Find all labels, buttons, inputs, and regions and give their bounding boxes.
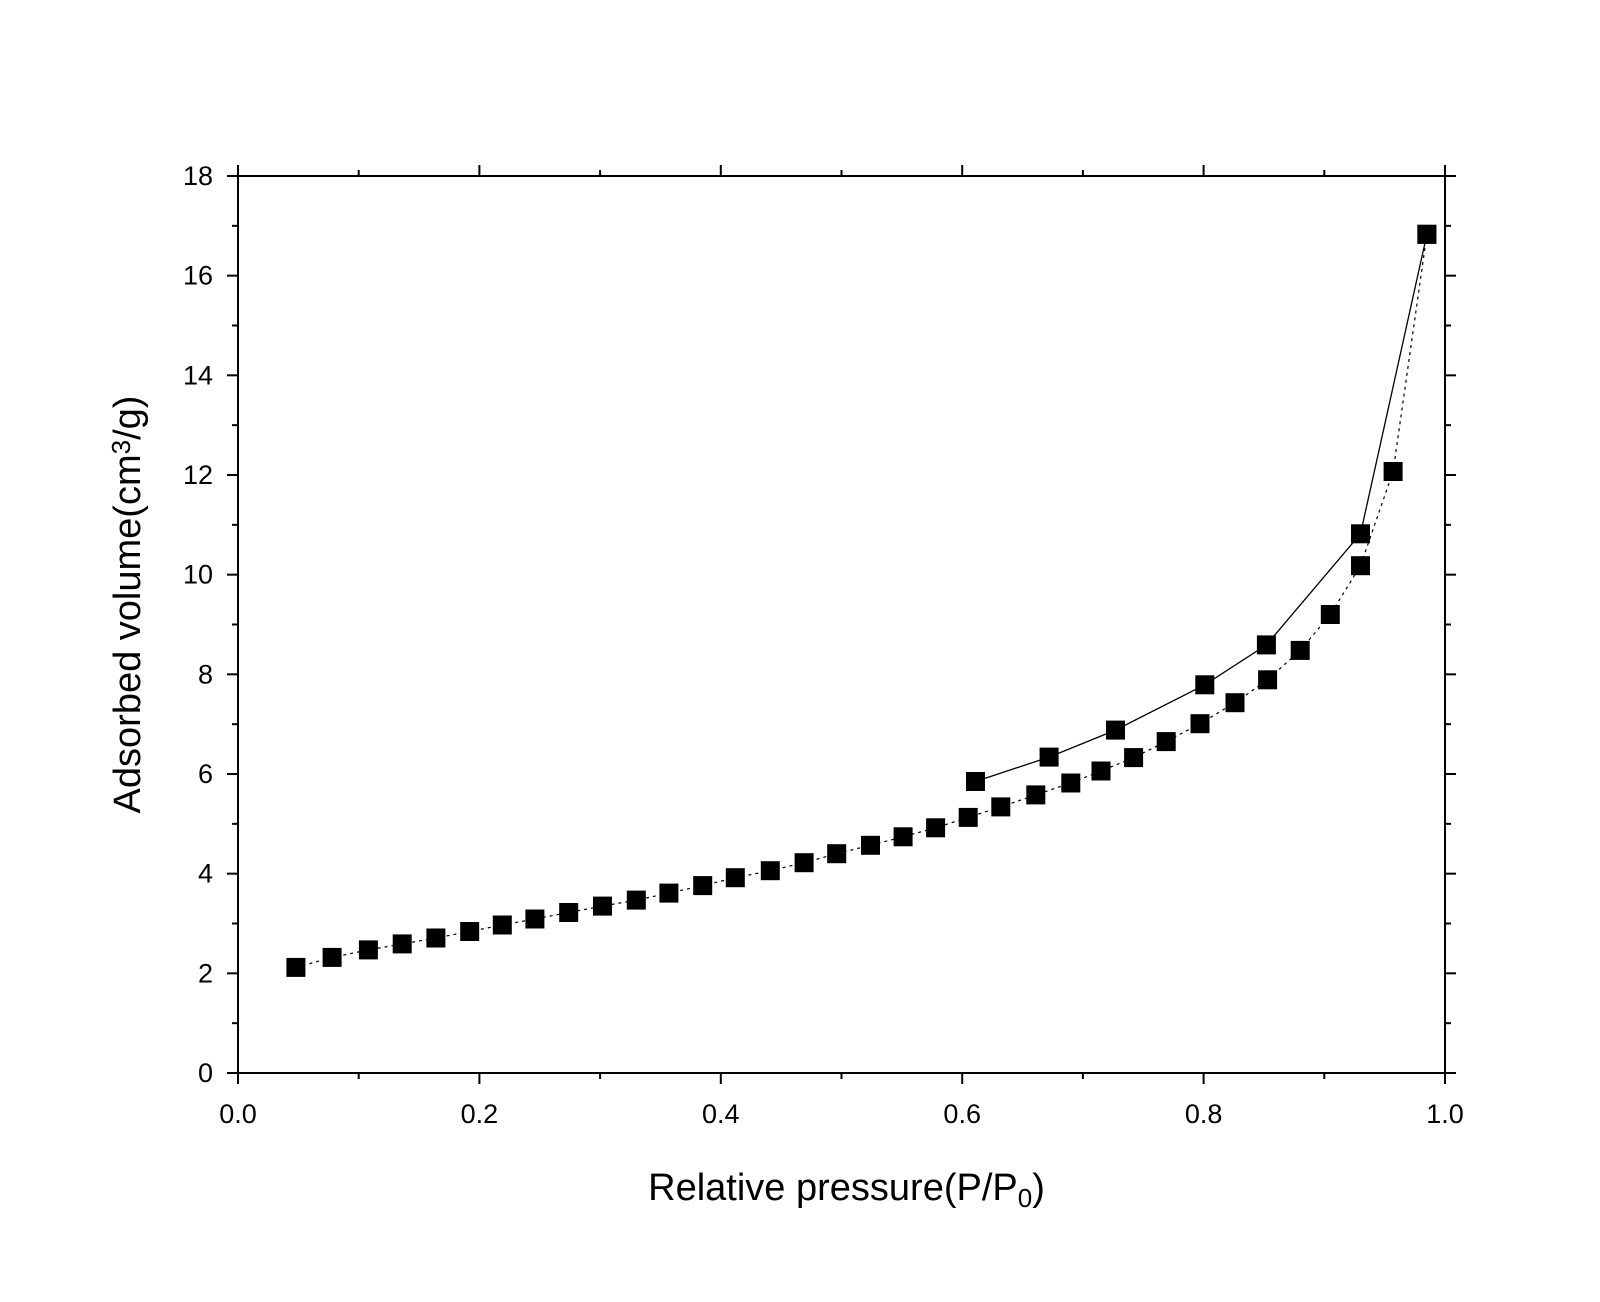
x-tick-label: 0.4: [702, 1099, 740, 1129]
y-tick-label: 2: [198, 958, 213, 988]
x-tick-label: 0.8: [1185, 1099, 1223, 1129]
series-0-point: [1351, 556, 1370, 576]
plot-frame: [237, 175, 1446, 1074]
series-0-point: [392, 934, 412, 954]
x-tick-label: 0.2: [461, 1099, 499, 1129]
series-0-line: [295, 234, 1428, 968]
series-0-point: [693, 876, 713, 896]
series-0-point: [1190, 714, 1210, 734]
series-0-point: [426, 928, 446, 948]
series-1-point: [1417, 224, 1437, 244]
y-tick-label: 4: [198, 859, 213, 889]
series-0-point: [861, 835, 880, 855]
series-0-point: [760, 861, 780, 881]
series-0-point: [1290, 640, 1310, 660]
series-0-point: [794, 853, 814, 873]
x-axis-title-main: Relative pressure(P/P: [648, 1167, 1018, 1209]
series-0-point: [286, 957, 306, 977]
series-0-point: [525, 909, 545, 929]
series-0-point: [492, 915, 512, 935]
y-axis-title-main: Adsorbed volume(cm: [107, 454, 149, 813]
series-1-point: [1256, 635, 1276, 655]
series-0-point: [460, 922, 480, 941]
series-0-point: [626, 890, 646, 910]
series-markers: [286, 224, 1437, 977]
y-tick-label: 0: [198, 1058, 213, 1088]
series-0-point: [559, 903, 579, 922]
x-axis-title: Relative pressure(P/P0): [648, 1167, 1045, 1213]
series-0-point: [1026, 785, 1046, 805]
y-tick-label: 10: [183, 560, 213, 590]
y-axis-title-superscript: 3: [106, 440, 136, 454]
x-tick-label: 0.0: [219, 1099, 257, 1129]
series-1-point: [1195, 675, 1215, 695]
series-0-point: [1124, 748, 1144, 768]
series-0-point: [358, 940, 378, 960]
y-tick-label: 18: [183, 161, 213, 191]
series-0-point: [893, 827, 913, 847]
series-0-point: [1091, 761, 1111, 781]
series-lines: [295, 234, 1428, 968]
series-1-point: [1351, 524, 1370, 544]
tick-labels: 0.0 0.2 0.4 0.6 0.8 1.0 0 2 4 6 8 10 12 14 16 18: [183, 161, 1464, 1129]
series-0-point: [725, 868, 745, 888]
y-tick-label: 8: [198, 659, 213, 689]
series-0-point: [1258, 670, 1278, 690]
series-1-point: [1039, 747, 1059, 767]
series-0-point: [827, 844, 847, 864]
series-0-point: [1320, 605, 1340, 624]
y-tick-label: 12: [183, 460, 213, 490]
series-1-line: [975, 234, 1428, 783]
series-0-point: [1156, 732, 1176, 752]
x-tick-label: 1.0: [1426, 1099, 1464, 1129]
series-0-point: [593, 896, 612, 916]
series-0-point: [1061, 773, 1081, 793]
x-axis-title-subscript: 0: [1018, 1183, 1032, 1213]
series-0-point: [926, 818, 946, 838]
series-1-point: [1106, 720, 1125, 740]
series-0-point: [1383, 462, 1403, 481]
series-0-point: [322, 947, 342, 967]
x-tick-label: 0.6: [943, 1099, 981, 1129]
y-axis-title: Adsorbed volume(cm3/g): [106, 396, 149, 814]
series-0-point: [958, 807, 978, 827]
series-0-point: [1225, 693, 1245, 713]
series-0-point: [659, 883, 679, 903]
y-tick-label: 14: [183, 360, 213, 390]
series-1-point: [966, 772, 985, 791]
x-axis-title-tail: ): [1032, 1167, 1045, 1209]
y-tick-label: 16: [183, 261, 213, 291]
y-axis-title-tail: /g): [107, 396, 149, 440]
y-tick-label: 6: [198, 759, 213, 789]
axis-ticks: [227, 165, 1456, 1084]
series-0-point: [991, 797, 1011, 817]
